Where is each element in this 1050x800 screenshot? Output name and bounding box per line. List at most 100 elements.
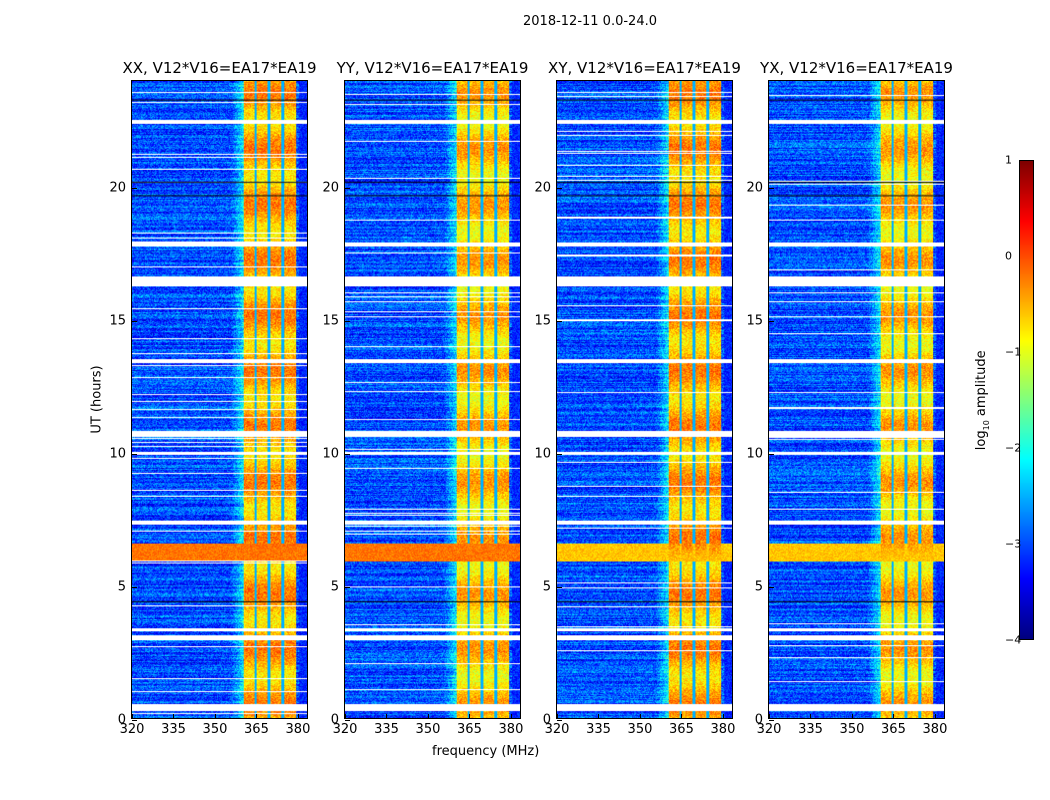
y-tick-label: 5	[754, 579, 763, 595]
panel-title: XY, V12*V16=EA17*EA19	[548, 59, 741, 77]
panel-title: XX, V12*V16=EA17*EA19	[122, 59, 317, 77]
y-tick-mark	[557, 586, 562, 588]
y-tick-label: 10	[746, 446, 763, 462]
x-tick-mark	[851, 714, 853, 719]
y-tick-label: 5	[542, 579, 551, 595]
y-tick-label: 15	[746, 313, 763, 329]
y-tick-mark	[769, 720, 774, 721]
x-tick-mark	[427, 714, 429, 719]
x-tick-mark	[557, 714, 558, 719]
spectrogram-panel-3: XY, V12*V16=EA17*EA19 320 335 350 365 380 0 5 10…	[534, 59, 740, 737]
x-tick-label: 350	[202, 722, 228, 737]
y-tick-label: 0	[542, 712, 551, 728]
x-tick-label: 380	[498, 722, 524, 737]
y-tick-label: 0	[117, 712, 126, 728]
y-tick-label: 10	[322, 446, 339, 462]
panel-title: YX, V12*V16=EA17*EA19	[760, 59, 953, 77]
x-axis-label: frequency (MHz)	[432, 744, 540, 759]
heatmap-image	[557, 81, 732, 718]
colorbar-tick-label: −3	[1005, 537, 1022, 551]
y-tick-mark	[769, 586, 774, 588]
spectrogram-panel-4: YX, V12*V16=EA17*EA19 320 335 350 365 380 0 5 10…	[746, 59, 952, 737]
y-tick-label: 20	[534, 180, 551, 195]
spectrogram-panel-1: XX, V12*V16=EA17*EA19 320 335 350 365 380 0 5 10…	[109, 59, 316, 737]
x-tick-mark	[810, 714, 812, 719]
x-tick-label: 365	[457, 722, 482, 737]
colorbar-label: log10 amplitude	[974, 350, 991, 451]
x-tick-label: 335	[798, 722, 823, 737]
y-tick-label: 20	[746, 180, 763, 195]
x-tick-label: 380	[710, 722, 736, 737]
x-tick-label: 365	[669, 722, 694, 737]
x-tick-mark	[469, 714, 471, 719]
x-tick-mark	[386, 714, 388, 719]
x-tick-mark	[722, 714, 724, 719]
x-tick-mark	[934, 714, 936, 719]
colorbar-tick-label: −1	[1005, 345, 1022, 359]
panel-title: YY, V12*V16=EA17*EA19	[336, 59, 529, 77]
heatmap-image	[345, 81, 520, 718]
x-tick-label: 365	[881, 722, 906, 737]
y-tick-mark	[345, 453, 350, 455]
x-tick-mark	[639, 714, 641, 719]
x-tick-mark	[297, 714, 299, 719]
colorbar-tick-label: −4	[1005, 633, 1022, 647]
colorbar	[1019, 160, 1034, 640]
x-tick-mark	[510, 714, 512, 719]
y-tick-mark	[132, 586, 137, 588]
y-tick-mark	[345, 187, 350, 189]
x-tick-label: 320	[756, 722, 782, 737]
y-tick-label: 15	[534, 313, 551, 329]
x-tick-mark	[345, 714, 346, 719]
y-tick-label: 0	[330, 712, 339, 728]
x-tick-label: 350	[415, 722, 441, 737]
y-tick-label: 10	[109, 446, 126, 462]
x-tick-mark	[893, 714, 895, 719]
x-tick-label: 320	[119, 722, 145, 737]
y-tick-mark	[557, 187, 562, 189]
y-tick-mark	[557, 720, 562, 721]
colorbar-tick-label: 0	[1005, 249, 1012, 263]
heatmap-image	[132, 81, 307, 718]
y-tick-label: 15	[322, 313, 339, 329]
x-tick-mark	[132, 714, 133, 719]
colorbar-tick-label: −2	[1005, 441, 1022, 455]
y-tick-label: 5	[330, 579, 339, 595]
y-tick-mark	[132, 453, 137, 455]
y-tick-mark	[769, 453, 774, 455]
x-tick-mark	[769, 714, 770, 719]
y-axis-label: UT (hours)	[89, 365, 105, 434]
y-tick-label: 20	[109, 180, 126, 195]
y-tick-mark	[132, 320, 137, 322]
y-tick-mark	[557, 320, 562, 322]
x-tick-label: 350	[627, 722, 653, 737]
x-tick-label: 335	[161, 722, 186, 737]
y-tick-mark	[132, 720, 137, 721]
y-tick-mark	[769, 320, 774, 322]
x-tick-label: 320	[332, 722, 358, 737]
x-tick-label: 380	[922, 722, 948, 737]
x-tick-mark	[214, 714, 216, 719]
x-tick-mark	[256, 714, 258, 719]
x-tick-label: 320	[544, 722, 570, 737]
y-tick-mark	[132, 187, 137, 189]
y-tick-label: 20	[322, 180, 339, 195]
x-tick-label: 335	[586, 722, 611, 737]
x-tick-label: 380	[285, 722, 311, 737]
figure-title: 2018-12-11 0.0-24.0	[523, 14, 657, 29]
colorbar-tick-label: 1	[1005, 153, 1012, 167]
y-tick-label: 0	[754, 712, 763, 728]
x-tick-mark	[173, 714, 175, 719]
y-tick-mark	[345, 720, 350, 721]
y-tick-mark	[769, 187, 774, 189]
y-tick-label: 5	[117, 579, 126, 595]
spectrogram-panel-2: YY, V12*V16=EA17*EA19 320 335 350 365 380 0 5 10…	[322, 59, 528, 737]
x-tick-mark	[681, 714, 683, 719]
x-tick-label: 350	[839, 722, 865, 737]
x-tick-mark	[598, 714, 600, 719]
y-tick-mark	[345, 586, 350, 588]
y-tick-mark	[557, 453, 562, 455]
y-tick-mark	[345, 320, 350, 322]
y-tick-label: 15	[109, 313, 126, 329]
